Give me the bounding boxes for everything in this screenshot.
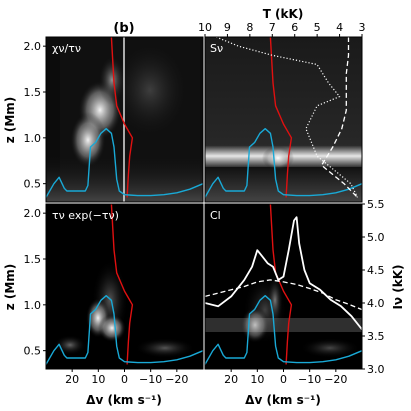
temperature-tick-label: 6 <box>291 21 298 34</box>
dv-tick-label: −20 <box>324 373 347 386</box>
temperature-dashed-line <box>320 37 358 198</box>
y-axis-title-bottom: z (Mm) <box>3 264 17 311</box>
temperature-tick-label: 8 <box>246 21 253 34</box>
dv-tick-label: 0 <box>121 373 128 386</box>
intensity-tick-label: 5.0 <box>367 231 385 244</box>
contribution-band <box>205 318 362 332</box>
z-tick-label: 2.0 <box>24 40 42 53</box>
y-axis-title-top: z (Mm) <box>3 97 17 144</box>
temperature-tick-label: 7 <box>269 21 276 34</box>
ticks-layer: 0.51.01.52.00.51.01.52.020 10 0 −10 −20 20 10 0… <box>24 21 385 386</box>
velocity-line <box>110 204 134 365</box>
figure-label: (b) <box>113 21 134 36</box>
tau-unity-line <box>205 295 362 365</box>
dv-tick-label: 10 <box>91 373 105 386</box>
series-layer <box>46 37 362 365</box>
panel-top-left <box>46 37 203 202</box>
tau-unity-line <box>46 127 203 198</box>
z-tick-label: 1.5 <box>24 253 42 266</box>
temperature-dotted-line <box>215 37 359 198</box>
series-group-top-right <box>205 37 362 198</box>
y-axis-right-title: Iν (kK) <box>391 264 405 309</box>
contribution-bright <box>98 314 126 342</box>
dv-tick-label: −10 <box>298 373 321 386</box>
x-axis-top-title: T (kK) <box>263 7 304 21</box>
z-tick-label: 1.0 <box>24 299 42 312</box>
frame-top-right <box>204 36 363 203</box>
dv-tick-label: 10 <box>250 373 264 386</box>
source-function-bright-spot <box>262 146 294 170</box>
z-tick-label: 0.5 <box>24 178 42 191</box>
panel-bottom-right <box>205 204 362 369</box>
dv-tick-label: −10 <box>139 373 162 386</box>
dv-tick-label: 0 <box>280 373 287 386</box>
series-group-top-left <box>46 37 203 198</box>
z-tick-label: 2.0 <box>24 207 42 220</box>
temperature-tick-label: 9 <box>224 21 231 34</box>
intensity-tick-label: 3.5 <box>367 330 385 343</box>
temperature-tick-label: 3 <box>359 21 366 34</box>
intensity-tick-label: 5.5 <box>367 198 385 211</box>
velocity-line <box>269 37 293 198</box>
intensity-tick-label: 4.5 <box>367 264 385 277</box>
intensity-tick-label: 3.0 <box>367 363 385 376</box>
intensity-tick-label: 4.0 <box>367 297 385 310</box>
series-group-bottom-left <box>46 204 203 365</box>
temperature-tick-label: 5 <box>314 21 321 34</box>
tau-unity-line <box>205 127 362 198</box>
heatmap-dim-region <box>110 40 190 140</box>
velocity-line <box>110 37 134 198</box>
velocity-line <box>269 204 293 365</box>
frame-top-left <box>45 36 204 203</box>
panel-label-top-left: χν/τν <box>52 42 81 55</box>
x-axis-bottom-title-left: Δv (km s⁻¹) <box>86 393 162 407</box>
z-tick-label: 0.5 <box>24 345 42 358</box>
source-function-lower-region <box>205 167 362 202</box>
dv-tick-label: 20 <box>224 373 238 386</box>
dv-tick-label: 20 <box>65 373 79 386</box>
intensity-dashed-line <box>205 279 362 311</box>
z-tick-label: 1.5 <box>24 86 42 99</box>
dv-tick-label: −20 <box>165 373 188 386</box>
series-group-bottom-right <box>205 204 362 365</box>
x-axis-bottom-title-right: Δv (km s⁻¹) <box>245 393 321 407</box>
panel-bottom-left <box>46 204 203 369</box>
tau-unity-line <box>46 295 203 365</box>
panel-label-top-right: Sν <box>210 42 223 55</box>
panel-label-bottom-right: Cl <box>210 209 221 222</box>
contribution-dim <box>135 338 195 358</box>
panel-top-right <box>205 37 362 202</box>
panel-label-bottom-left: τν exp(−τν) <box>52 209 119 222</box>
contribution-dim <box>300 338 360 358</box>
temperature-tick-label: 10 <box>198 21 212 34</box>
contribution-dim <box>267 275 283 325</box>
temperature-tick-label: 4 <box>336 21 343 34</box>
z-tick-label: 1.0 <box>24 132 42 145</box>
